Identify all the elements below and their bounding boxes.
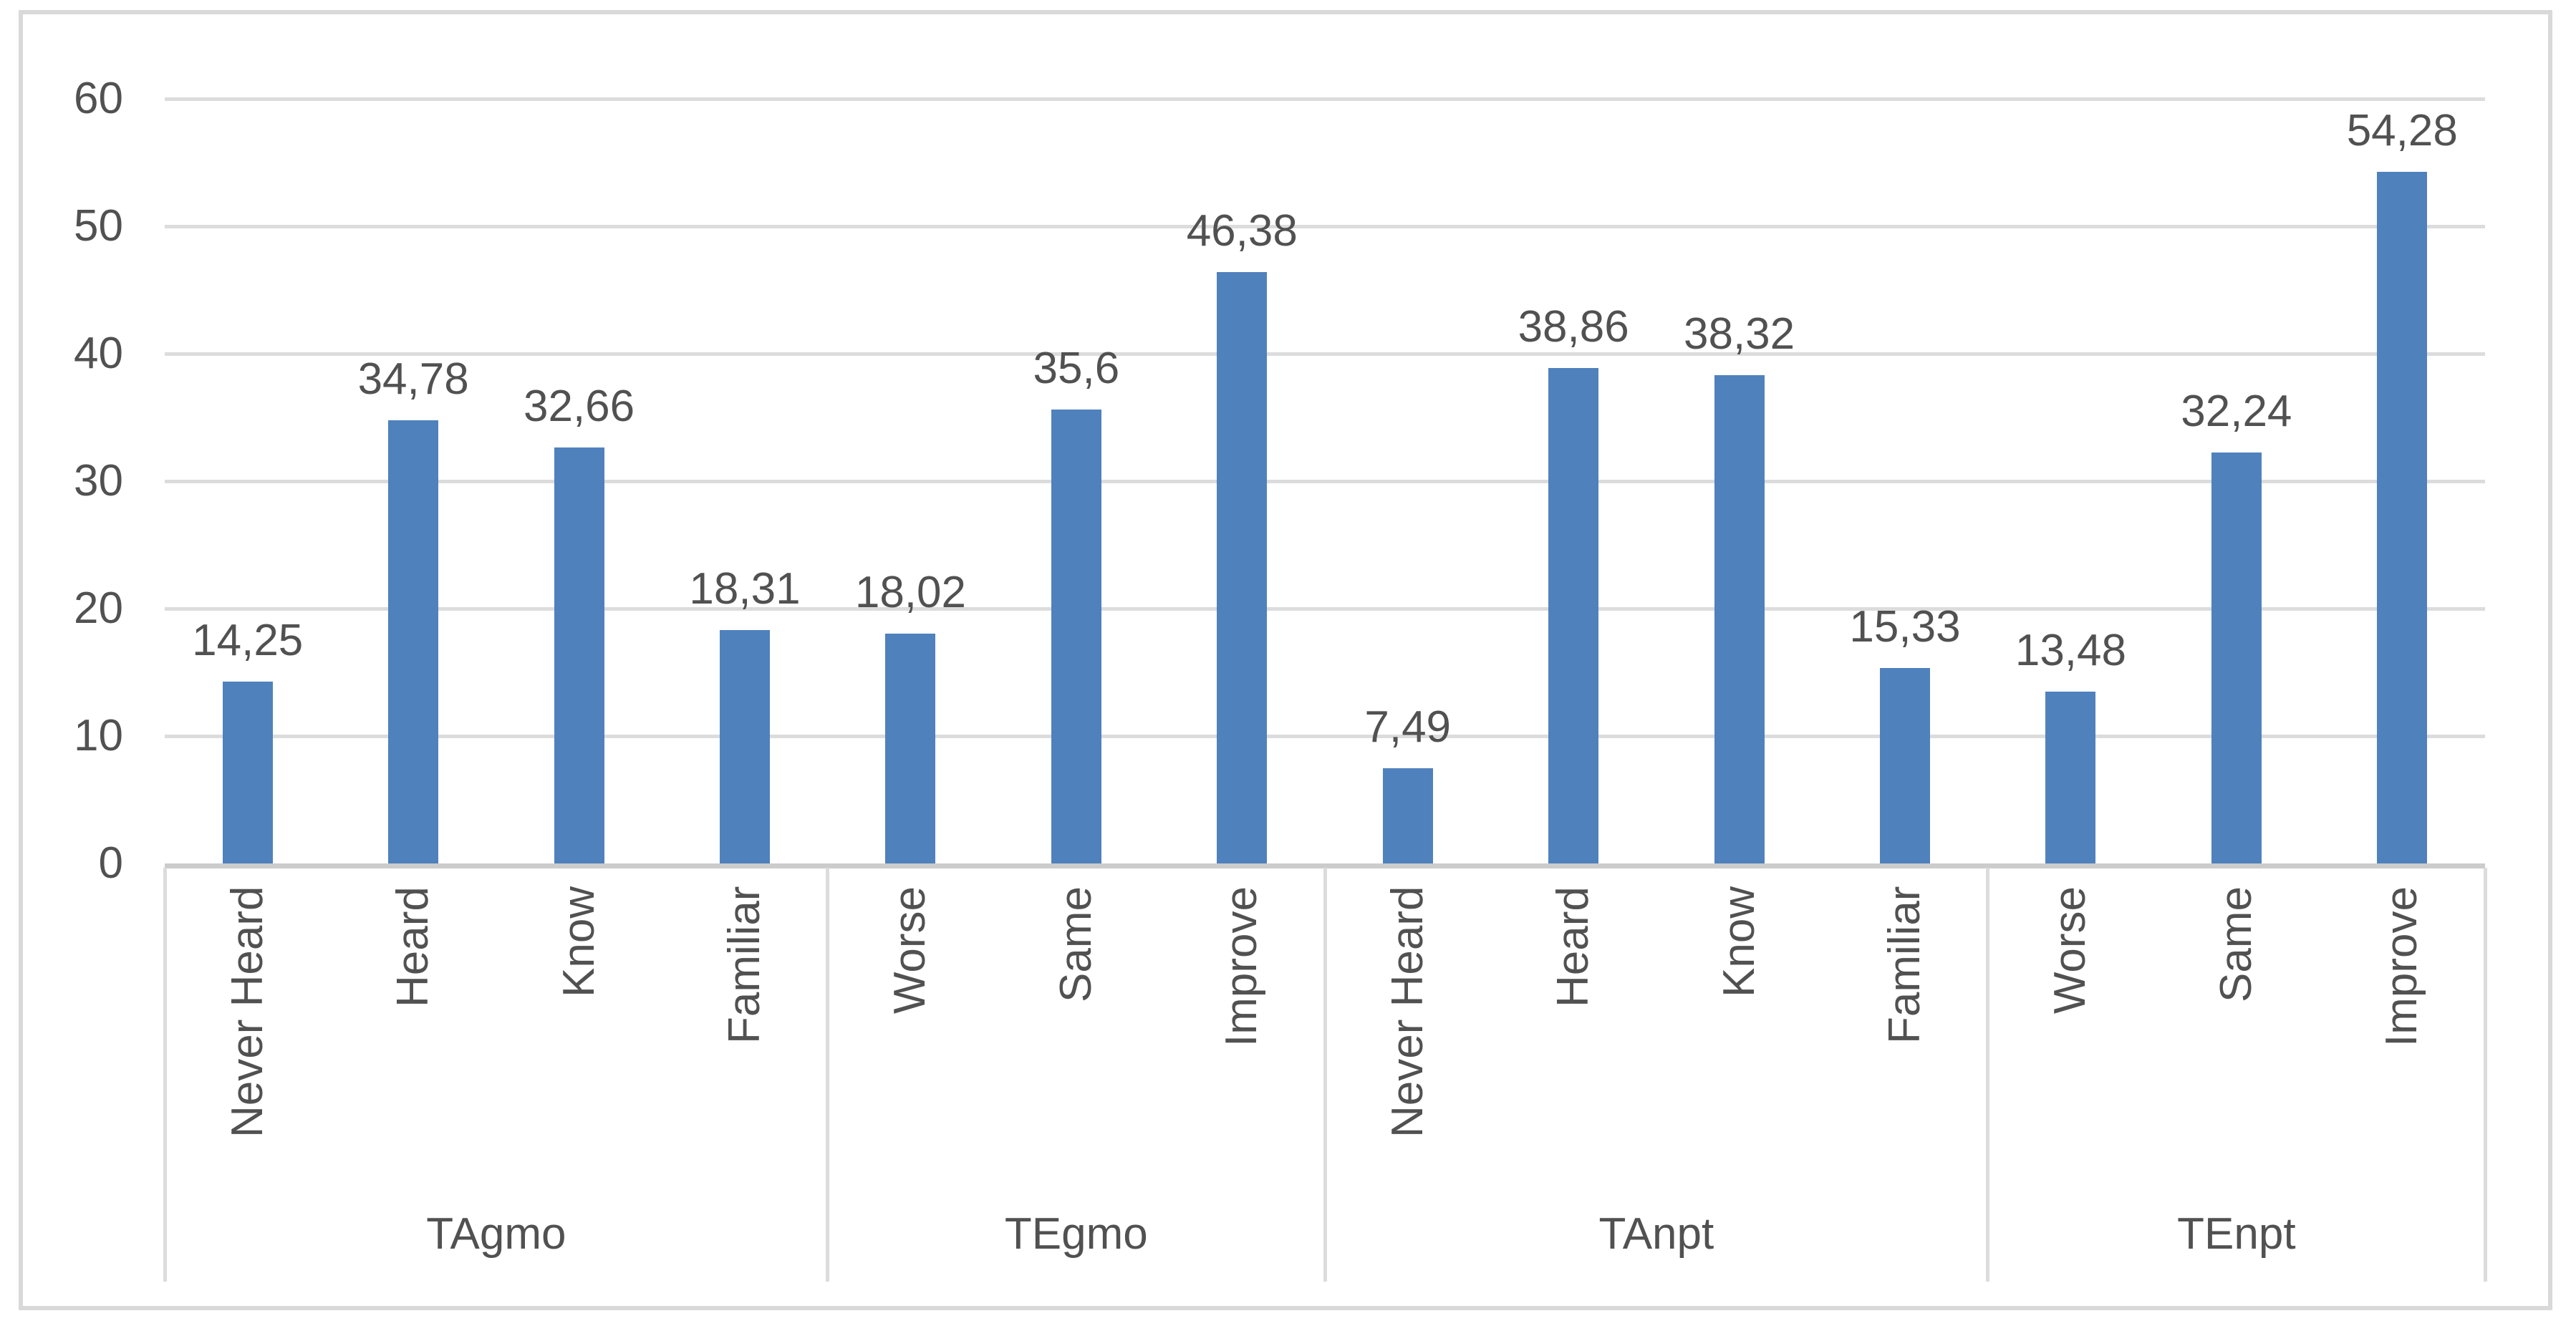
bar-value-label: 32,66 <box>523 381 635 431</box>
y-gridline <box>165 735 2485 738</box>
axis-group-label: TEnpt <box>2177 1209 2296 1259</box>
category-label: Same <box>1051 886 1101 1002</box>
category-label: Never Heard <box>222 886 272 1138</box>
bar <box>1051 410 1101 863</box>
bar-value-label: 46,38 <box>1186 206 1298 256</box>
y-axis-tick-label: 10 <box>74 711 123 760</box>
bar <box>2045 692 2096 863</box>
bar <box>1217 272 1268 863</box>
category-label: Familiar <box>720 886 769 1045</box>
category-label: Know <box>554 886 604 998</box>
bar-value-label: 34,78 <box>357 354 469 404</box>
axis-group-label: TEgmo <box>1004 1209 1148 1259</box>
y-gridline <box>165 480 2485 483</box>
y-axis-tick-label: 60 <box>74 74 123 123</box>
y-axis-tick-label: 50 <box>74 201 123 251</box>
bar <box>885 634 936 863</box>
axis-group-label: TAnpt <box>1598 1209 1714 1259</box>
bar-value-label: 32,24 <box>2181 387 2292 437</box>
bar-value-label: 38,86 <box>1518 302 1629 352</box>
category-label: Same <box>2211 886 2261 1002</box>
bar <box>1880 668 1930 863</box>
category-group-separator-line <box>826 868 830 1282</box>
bar <box>1714 374 1765 863</box>
category-label: Familiar <box>1880 886 1929 1045</box>
bar-value-label: 38,32 <box>1683 309 1795 359</box>
y-axis-tick-label: 30 <box>74 456 123 505</box>
bar <box>222 682 273 863</box>
bar <box>2211 452 2262 863</box>
category-label: Improve <box>1217 886 1267 1047</box>
bar <box>1548 368 1599 863</box>
axis-group-label: TAgmo <box>426 1209 566 1259</box>
x-axis-line <box>165 863 2485 868</box>
bar-value-label: 18,02 <box>854 568 966 618</box>
category-group-separator-line <box>1986 868 1990 1282</box>
y-axis-tick-label: 40 <box>74 329 123 378</box>
y-gridline <box>165 225 2485 228</box>
y-axis-tick-label: 20 <box>74 584 123 633</box>
category-label: Heard <box>1548 886 1598 1007</box>
bar-value-label: 13,48 <box>2015 626 2126 676</box>
bar-value-label: 18,31 <box>689 564 801 614</box>
bar <box>1382 768 1433 863</box>
bar-value-label: 54,28 <box>2346 105 2458 155</box>
category-label: Never Heard <box>1382 886 1432 1138</box>
category-label: Improve <box>2377 886 2427 1047</box>
bar-value-label: 35,6 <box>1033 344 1120 394</box>
category-label: Know <box>1714 886 1764 998</box>
y-gridline <box>165 97 2485 101</box>
bar-value-label: 14,25 <box>192 616 304 666</box>
category-group-separator-line <box>163 868 167 1282</box>
bar <box>388 420 439 863</box>
category-label: Worse <box>2045 886 2095 1015</box>
category-group-separator-line <box>2483 868 2487 1282</box>
bar-value-label: 15,33 <box>1849 602 1961 652</box>
category-label: Worse <box>885 886 935 1015</box>
bar <box>720 630 770 863</box>
bar <box>2377 171 2428 863</box>
category-label: Heard <box>388 886 438 1007</box>
y-gridline <box>165 352 2485 356</box>
y-gridline <box>165 607 2485 611</box>
y-axis-tick-label: 0 <box>98 838 123 888</box>
bar <box>554 447 604 863</box>
category-group-separator-line <box>1323 868 1327 1282</box>
bar-value-label: 7,49 <box>1364 702 1452 752</box>
